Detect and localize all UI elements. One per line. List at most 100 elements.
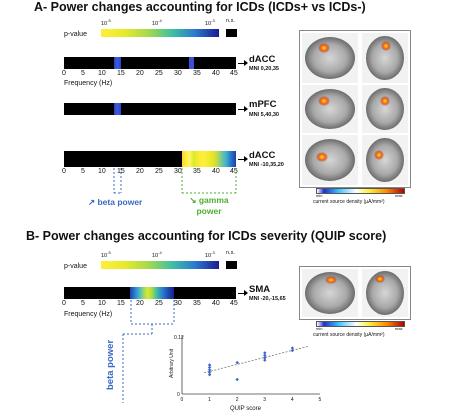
freq-tick: 45 [230,300,238,307]
scatter-xtick: 5 [319,397,322,403]
scatter-point [207,365,212,370]
freq-tick: 0 [62,70,66,77]
pvalue-tick-3: 10-3 [205,18,215,27]
beta-power-label-a: ↗ beta power [88,197,143,207]
freq-tick: 5 [81,168,85,175]
freq-tick: 45 [230,168,238,175]
freq-tick: 40 [212,168,220,175]
scatter-point [207,372,212,377]
colorbar-min-b: min [316,326,323,331]
freq-tick: 40 [212,300,220,307]
freq-axis-a: 0 5 10 15 20 25 30 35 40 45 [62,70,238,80]
mni-label-2: MNI 5,40,30 [249,112,279,118]
mni-label-1: MNI 0,20,35 [249,66,279,72]
freq-tick: 45 [230,70,238,77]
arrow-right-icon [244,290,248,296]
ytick-bottom: 0 [177,392,180,398]
colorbar-caption-b: current source density (µA/mm²) [313,332,385,338]
mni-label-sma: MNI -20,-15,65 [249,296,286,302]
scatter-point [263,351,267,355]
gamma-power-label: ↘ gamma power [189,195,229,216]
colorbar-caption-a: current source density (µA/mm²) [313,199,385,205]
scatter-xticks: 0 1 2 3 4 5 [181,397,322,403]
region-label-sma: SMA [249,284,271,295]
scatter-xlabel: QUIP score [230,406,262,412]
ns-label-b: n.s. [226,250,235,256]
source-density-colorbar-b [316,321,405,327]
scatter-xtick: 4 [291,397,294,403]
freq-tick: 15 [117,70,125,77]
freq-tick: 15 [117,300,125,307]
freq-bar-sma [64,287,236,299]
freq-axis-a2: 0 5 10 15 20 25 30 35 40 45 [62,168,238,178]
pvalue-tick-1: 10-5 [101,18,111,27]
scatter-point [290,346,295,350]
freq-tick: 25 [155,70,163,77]
freq-tick: 25 [155,168,163,175]
pvalue-tick-2-b: 10-4 [152,250,162,259]
region-label-2: mPFC [249,99,277,110]
scatter-ylabel: Arbitrary Unit [169,348,175,378]
arrow-line [238,109,245,110]
arrow-right-icon [244,60,248,66]
arrow-line [238,293,245,294]
pvalue-tick-3-b: 10-3 [205,250,215,259]
freq-tick: 0 [62,168,66,175]
colorbar-min-a: min [316,193,323,198]
ns-swatch [226,29,237,37]
freq-tick: 30 [174,70,182,77]
freq-tick: 5 [81,70,85,77]
scatter-xtick: 2 [236,397,239,403]
ytick-top: 0.12 [174,335,184,341]
freq-tick: 5 [81,300,85,307]
colorbar-max-a: max [395,193,403,198]
region-label-1: dACC [249,54,276,65]
brain-slices-a [299,30,411,188]
panel-b-title: B- Power changes accounting for ICDs sev… [26,229,387,243]
gamma-band-highlight [182,151,236,167]
mni-label-3: MNI -10,35,20 [249,162,284,168]
freq-tick: 10 [98,300,106,307]
pvalue-tick-2: 10-4 [152,18,162,27]
freq-axis-label-a: Frequency (Hz) [64,80,113,87]
freq-axis-label-b: Frequency (Hz) [64,311,113,318]
scatter-xtick: 0 [181,397,184,403]
scatter-point [235,377,239,382]
trendline [203,345,310,374]
ns-label: n.s. [226,18,235,24]
pvalue-label: p-value [64,31,87,38]
freq-tick: 35 [193,300,201,307]
source-density-colorbar-a [316,188,405,194]
brain-slices-b [299,266,411,320]
scatter-xtick: 3 [263,397,266,403]
scatter-point [235,360,239,365]
freq-tick: 35 [193,168,201,175]
freq-tick: 25 [155,300,163,307]
scatter-points [207,346,295,382]
freq-bar-mpfc [64,103,236,115]
arrow-right-icon [244,106,248,112]
freq-tick: 35 [193,70,201,77]
freq-axis-b: 0 5 10 15 20 25 30 35 40 45 [62,300,238,310]
freq-tick: 10 [98,70,106,77]
gamma-band-highlight [189,57,194,69]
colorbar-max-b: max [395,326,403,331]
scatter-point [263,353,267,358]
freq-tick: 30 [174,168,182,175]
arrow-line [238,63,245,64]
pvalue-colorbar-b [101,261,219,269]
pvalue-tick-1-b: 10-5 [101,250,111,259]
region-label-3: dACC [249,150,276,161]
beta-band-highlight [114,57,121,69]
freq-tick: 10 [98,168,106,175]
freq-tick: 20 [136,70,144,77]
freq-bar-dacc-2 [64,151,236,167]
beta-band-highlight [114,103,121,115]
arrow-line [238,159,245,160]
freq-tick: 30 [174,300,182,307]
freq-tick: 0 [62,300,66,307]
pvalue-colorbar [101,29,219,37]
